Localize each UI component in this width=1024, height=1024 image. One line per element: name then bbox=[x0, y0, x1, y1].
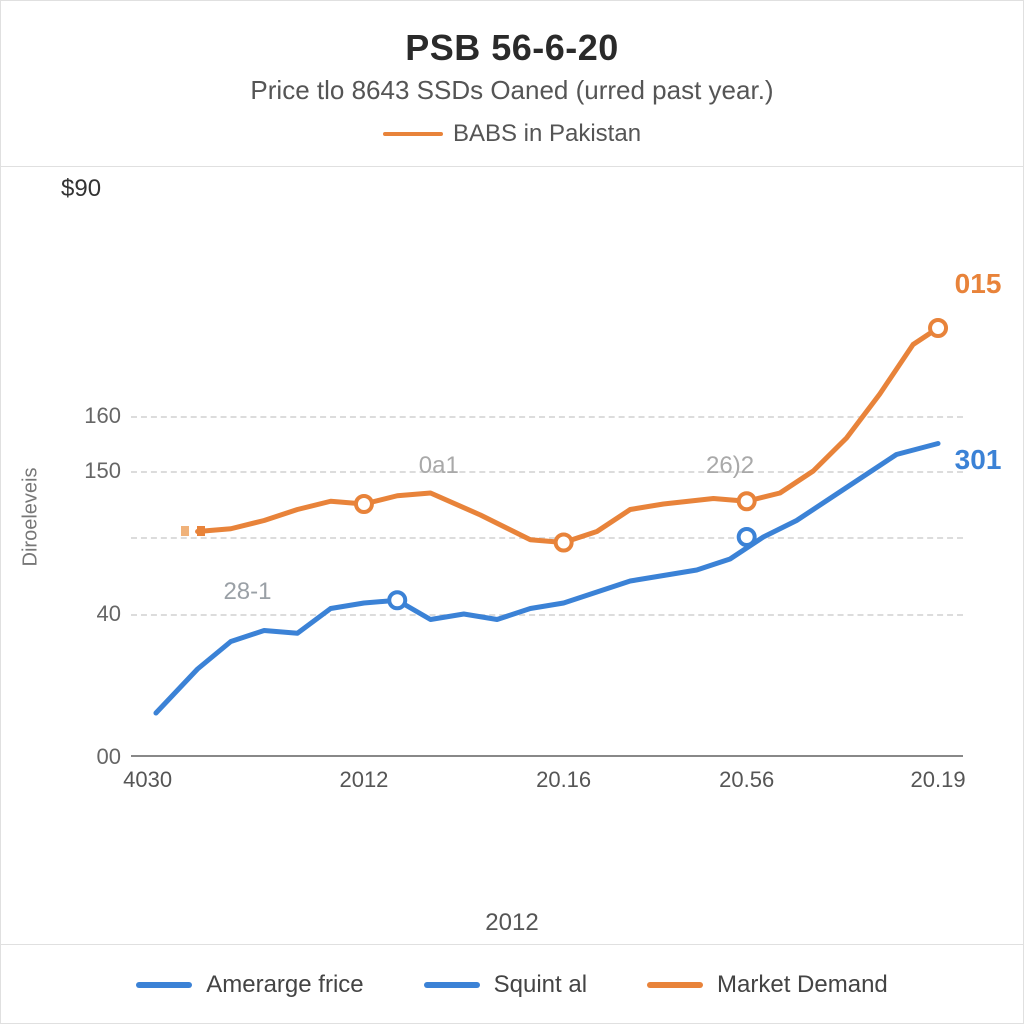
chart-title: PSB 56-6-20 bbox=[1, 27, 1023, 69]
x-tick: 20.19 bbox=[911, 767, 966, 793]
end-label: 015 bbox=[955, 268, 1002, 300]
marker-orange bbox=[556, 535, 572, 551]
y-tick: 40 bbox=[71, 601, 121, 627]
legend-item: Market Demand bbox=[647, 971, 888, 999]
x-tick: 2012 bbox=[339, 767, 388, 793]
legend-label: Amerarge frice bbox=[206, 971, 363, 999]
legend-swatch bbox=[647, 982, 703, 988]
plot-region: $90 0040150160 0a126)228-1 015301 403020… bbox=[131, 207, 963, 757]
top-legend-label: BABS in Pakistan bbox=[453, 120, 641, 148]
chart-header: PSB 56-6-20 Price tlo 8643 SSDs Oaned (u… bbox=[1, 1, 1023, 167]
chart-area: Diroeleveis $90 0040150160 0a126)228-1 0… bbox=[41, 197, 983, 837]
x-tick: 20.16 bbox=[536, 767, 591, 793]
marker-orange bbox=[739, 493, 755, 509]
top-legend: BABS in Pakistan bbox=[1, 120, 1023, 167]
y-axis-label: Diroeleveis bbox=[20, 468, 43, 567]
legend-swatch bbox=[424, 982, 480, 988]
marker-blue bbox=[389, 592, 405, 608]
callout-label: 28-1 bbox=[223, 578, 271, 606]
legend-label: Squint al bbox=[494, 971, 587, 999]
x-axis: 4030201220.1620.5620.19 bbox=[131, 755, 963, 757]
chart-subtitle: Price tlo 8643 SSDs Oaned (urred past ye… bbox=[1, 75, 1023, 106]
legend-swatch bbox=[136, 982, 192, 988]
y-tick: 150 bbox=[71, 458, 121, 484]
y-tick: 00 bbox=[71, 744, 121, 770]
legend-label: Market Demand bbox=[717, 971, 888, 999]
y-top-label: $90 bbox=[61, 175, 101, 203]
y-tick: 160 bbox=[71, 403, 121, 429]
marker-orange bbox=[930, 320, 946, 336]
top-legend-swatch bbox=[383, 132, 443, 136]
legend-item: Amerarge frice bbox=[136, 971, 363, 999]
callout-label: 0a1 bbox=[419, 452, 459, 480]
marker-orange bbox=[356, 496, 372, 512]
x-axis-title: 2012 bbox=[485, 909, 538, 937]
chart-markers bbox=[131, 207, 963, 757]
legend-item: Squint al bbox=[424, 971, 587, 999]
tiny-marks bbox=[181, 526, 205, 536]
callout-label: 26)2 bbox=[706, 452, 754, 480]
end-label: 301 bbox=[955, 444, 1002, 476]
x-tick: 20.56 bbox=[719, 767, 774, 793]
bottom-legend: Amerarge frice Squint al Market Demand bbox=[1, 944, 1023, 999]
marker-blue bbox=[739, 529, 755, 545]
x-tick: 4030 bbox=[123, 767, 172, 793]
